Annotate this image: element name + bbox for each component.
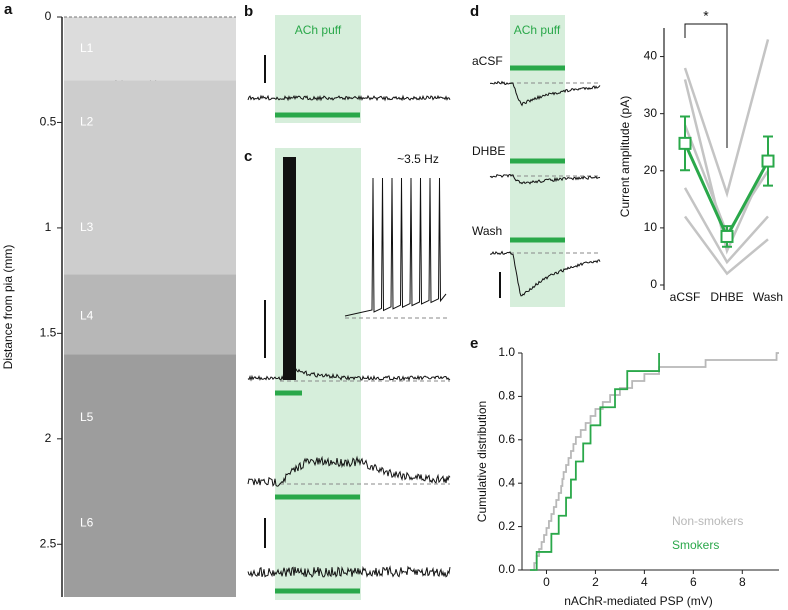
layer-band <box>64 80 236 275</box>
layer-band <box>64 354 236 597</box>
puff-label: ACh puff <box>295 23 342 37</box>
x-tick-label: aCSF <box>670 290 701 304</box>
y-tick-label: 40 <box>644 49 658 63</box>
trace <box>247 365 451 382</box>
layer-label: L5 <box>80 410 94 424</box>
y-tick-label: 1.0 <box>498 345 515 359</box>
y-tick-label: 0.6 <box>498 432 515 446</box>
significance-bracket <box>684 23 728 148</box>
trace <box>247 94 451 102</box>
panel-label: d <box>470 3 479 20</box>
y-tick-label: 0 <box>45 9 52 23</box>
y-tick-label: 0.5 <box>40 115 57 129</box>
axes <box>521 353 779 571</box>
puff-label: ACh puff <box>514 23 561 37</box>
trace <box>489 173 601 185</box>
y-tick-label: 1 <box>45 220 52 234</box>
spike-train <box>344 177 447 317</box>
puff-shade <box>275 15 361 123</box>
layer-label: L1 <box>80 41 94 55</box>
significance-star: * <box>703 8 709 24</box>
layer-label: L6 <box>80 515 94 529</box>
cell-line <box>683 187 769 265</box>
trace-label: aCSF <box>472 54 503 68</box>
y-tick-label: 0 <box>650 277 657 291</box>
mean-marker <box>678 136 692 150</box>
mean-marker <box>761 154 775 168</box>
y-tick-label: 0.2 <box>498 519 515 533</box>
x-tick-label: Wash <box>753 290 783 304</box>
y-tick-label: 0.4 <box>498 475 515 489</box>
burst <box>283 157 296 380</box>
x-tick-label: 8 <box>739 575 746 589</box>
layer-label: L3 <box>80 220 94 234</box>
panel-label: c <box>244 148 252 165</box>
y-axis-label: Distance from pia (mm) <box>1 245 15 370</box>
layer-band <box>64 17 236 81</box>
x-tick-label: 4 <box>641 575 648 589</box>
y-tick-label: 2 <box>45 431 52 445</box>
panel-label: a <box>4 1 13 18</box>
y-tick-label: 20 <box>644 163 658 177</box>
y-axis-label: Cumulative distribution <box>475 401 489 522</box>
cell-line <box>683 215 769 276</box>
panel-label: e <box>470 335 478 352</box>
trace <box>489 80 601 107</box>
x-axis-label: nAChR-mediated PSP (mV) <box>564 594 713 608</box>
x-tick-label: DHBE <box>710 290 743 304</box>
x-tick-label: 2 <box>592 575 599 589</box>
trace-label: Wash <box>472 224 502 238</box>
layer-band <box>64 274 236 355</box>
x-tick-label: 6 <box>690 575 697 589</box>
frequency-label: ~3.5 Hz <box>397 152 439 166</box>
trace <box>489 250 601 297</box>
mean-marker <box>720 229 734 243</box>
y-tick-label: 0.0 <box>498 562 515 576</box>
y-axis-label: Current amplitude (pA) <box>618 96 632 217</box>
legend-label: Smokers <box>672 538 719 552</box>
x-tick-label: 0 <box>543 575 550 589</box>
y-tick-label: 10 <box>644 220 658 234</box>
y-tick-label: 30 <box>644 106 658 120</box>
legend-label: Non-smokers <box>672 514 743 528</box>
trace <box>247 565 451 578</box>
y-tick-label: 0.8 <box>498 389 515 403</box>
trace-label: DHBE <box>472 144 505 158</box>
layer-label: L2 <box>80 115 94 129</box>
y-tick-label: 1.5 <box>40 326 57 340</box>
panel-label: b <box>244 3 253 20</box>
cdf-line <box>530 352 779 571</box>
cdf-line <box>530 353 660 571</box>
cell-line <box>683 39 770 198</box>
trace <box>247 455 451 487</box>
layer-label: L4 <box>80 309 94 323</box>
y-tick-label: 2.5 <box>40 536 57 550</box>
